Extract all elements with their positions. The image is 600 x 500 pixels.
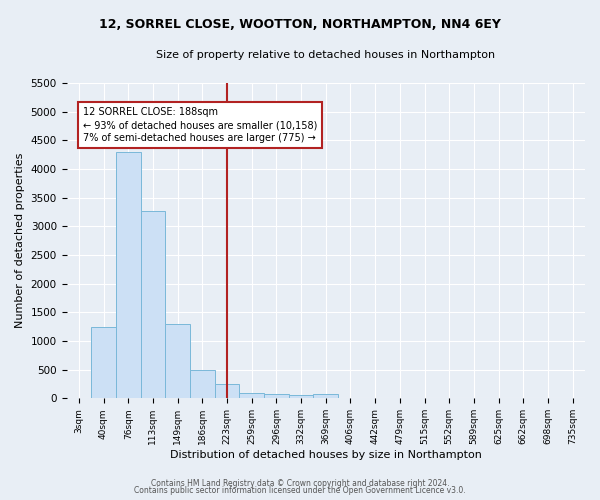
- Bar: [313, 394, 338, 398]
- Bar: [116, 152, 140, 398]
- Bar: [91, 326, 116, 398]
- Bar: [215, 384, 239, 398]
- Bar: [239, 392, 264, 398]
- Bar: [140, 211, 165, 398]
- Title: Size of property relative to detached houses in Northampton: Size of property relative to detached ho…: [156, 50, 496, 60]
- Bar: [289, 396, 313, 398]
- Bar: [190, 370, 215, 398]
- Text: 12, SORREL CLOSE, WOOTTON, NORTHAMPTON, NN4 6EY: 12, SORREL CLOSE, WOOTTON, NORTHAMPTON, …: [99, 18, 501, 30]
- Text: Contains HM Land Registry data © Crown copyright and database right 2024.: Contains HM Land Registry data © Crown c…: [151, 478, 449, 488]
- X-axis label: Distribution of detached houses by size in Northampton: Distribution of detached houses by size …: [170, 450, 482, 460]
- Text: Contains public sector information licensed under the Open Government Licence v3: Contains public sector information licen…: [134, 486, 466, 495]
- Text: 12 SORREL CLOSE: 188sqm
← 93% of detached houses are smaller (10,158)
7% of semi: 12 SORREL CLOSE: 188sqm ← 93% of detache…: [83, 107, 317, 144]
- Bar: [165, 324, 190, 398]
- Bar: [264, 394, 289, 398]
- Y-axis label: Number of detached properties: Number of detached properties: [15, 153, 25, 328]
